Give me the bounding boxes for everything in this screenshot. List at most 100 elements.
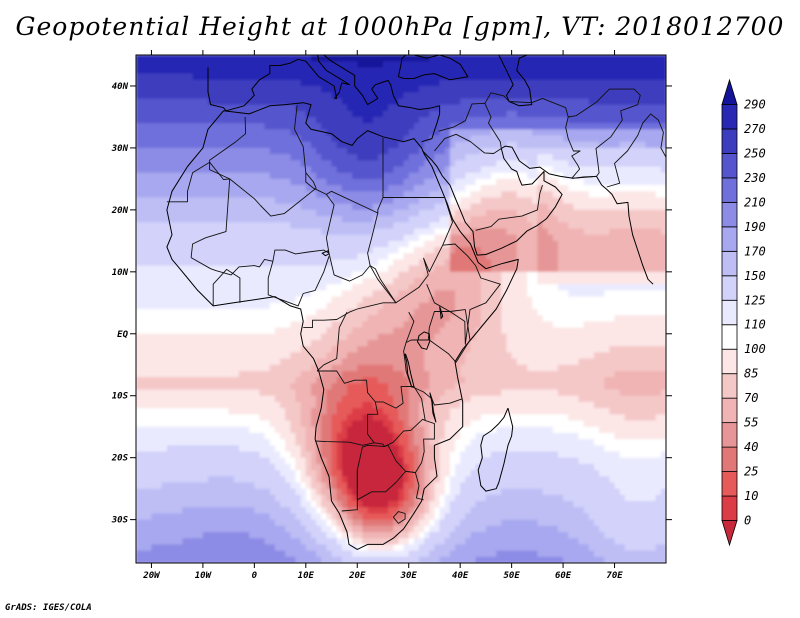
field-cell (285, 135, 291, 143)
field-cell (208, 271, 214, 279)
field-cell (501, 203, 507, 211)
field-cell (300, 185, 307, 192)
field-cell (609, 117, 616, 124)
field-cell (357, 290, 363, 298)
field-cell (383, 110, 389, 118)
field-cell (223, 340, 230, 347)
field-cell (280, 79, 286, 87)
field-cell (506, 265, 513, 273)
field-cell (491, 271, 497, 279)
field-cell (650, 222, 657, 230)
field-cell (660, 321, 666, 329)
field-cell (161, 271, 168, 279)
field-cell (583, 290, 590, 298)
field-cell (295, 346, 302, 353)
field-cell (269, 185, 276, 192)
field-cell (470, 327, 477, 335)
field-cell (398, 203, 405, 211)
field-cell (295, 185, 302, 192)
field-cell (460, 315, 466, 322)
field-cell (408, 160, 415, 168)
field-cell (398, 315, 405, 322)
field-cell (655, 240, 662, 248)
field-cell (213, 315, 219, 322)
field-cell (485, 154, 492, 161)
field-cell (408, 278, 415, 285)
field-cell (290, 253, 297, 260)
field-cell (305, 240, 312, 248)
field-cell (609, 67, 616, 75)
field-cell (141, 203, 147, 211)
field-cell (244, 309, 250, 316)
field-cell (419, 67, 425, 75)
field-cell (141, 228, 147, 236)
field-cell (485, 296, 492, 304)
field-cell (161, 265, 168, 273)
field-cell (151, 240, 158, 248)
field-cell (614, 240, 621, 248)
field-cell (521, 228, 528, 236)
field-cell (233, 240, 240, 248)
field-cell (578, 98, 585, 106)
field-cell (233, 98, 240, 106)
field-cell (480, 110, 487, 118)
field-cell (527, 92, 533, 99)
field-cell (660, 222, 666, 230)
field-cell (259, 61, 266, 68)
field-cell (491, 327, 497, 335)
field-cell (465, 154, 471, 161)
field-cell (244, 104, 250, 112)
field-cell (552, 302, 559, 310)
field-cell (532, 309, 538, 316)
field-cell (254, 154, 260, 161)
field-cell (244, 86, 250, 93)
field-cell (331, 240, 338, 248)
field-cell (244, 166, 250, 174)
field-cell (408, 315, 415, 322)
field-cell (326, 247, 333, 254)
field-cell (362, 160, 369, 168)
field-cell (573, 278, 580, 285)
field-cell (547, 234, 554, 242)
field-cell (460, 228, 466, 236)
field-cell (455, 191, 461, 199)
field-cell (223, 117, 230, 124)
field-cell (434, 55, 441, 62)
field-cell (177, 284, 183, 291)
field-cell (506, 234, 513, 242)
field-cell (228, 352, 235, 360)
field-cell (187, 222, 194, 230)
field-cell (228, 185, 235, 192)
field-cell (259, 92, 266, 99)
field-cell (166, 154, 173, 161)
field-cell (413, 110, 420, 118)
field-cell (218, 222, 224, 230)
field-cell (367, 296, 374, 304)
field-cell (485, 160, 492, 168)
field-cell (197, 228, 204, 236)
field-cell (280, 166, 286, 174)
field-cell (300, 191, 307, 199)
field-cell (542, 327, 549, 335)
field-cell (151, 222, 158, 230)
field-cell (547, 166, 554, 174)
field-cell (537, 216, 544, 223)
field-cell (202, 203, 209, 211)
field-cell (300, 55, 307, 62)
field-cell (640, 327, 646, 335)
field-cell (326, 203, 333, 211)
field-cell (552, 309, 559, 316)
field-cell (547, 172, 554, 180)
field-cell (619, 185, 626, 192)
field-cell (305, 278, 312, 285)
field-cell (367, 141, 374, 149)
field-cell (264, 315, 271, 322)
field-cell (141, 302, 147, 310)
field-cell (619, 147, 626, 155)
field-cell (141, 86, 147, 93)
field-cell (383, 160, 389, 168)
field-cell (619, 203, 626, 211)
field-cell (238, 172, 245, 180)
field-cell (136, 327, 142, 335)
field-cell (588, 259, 595, 267)
